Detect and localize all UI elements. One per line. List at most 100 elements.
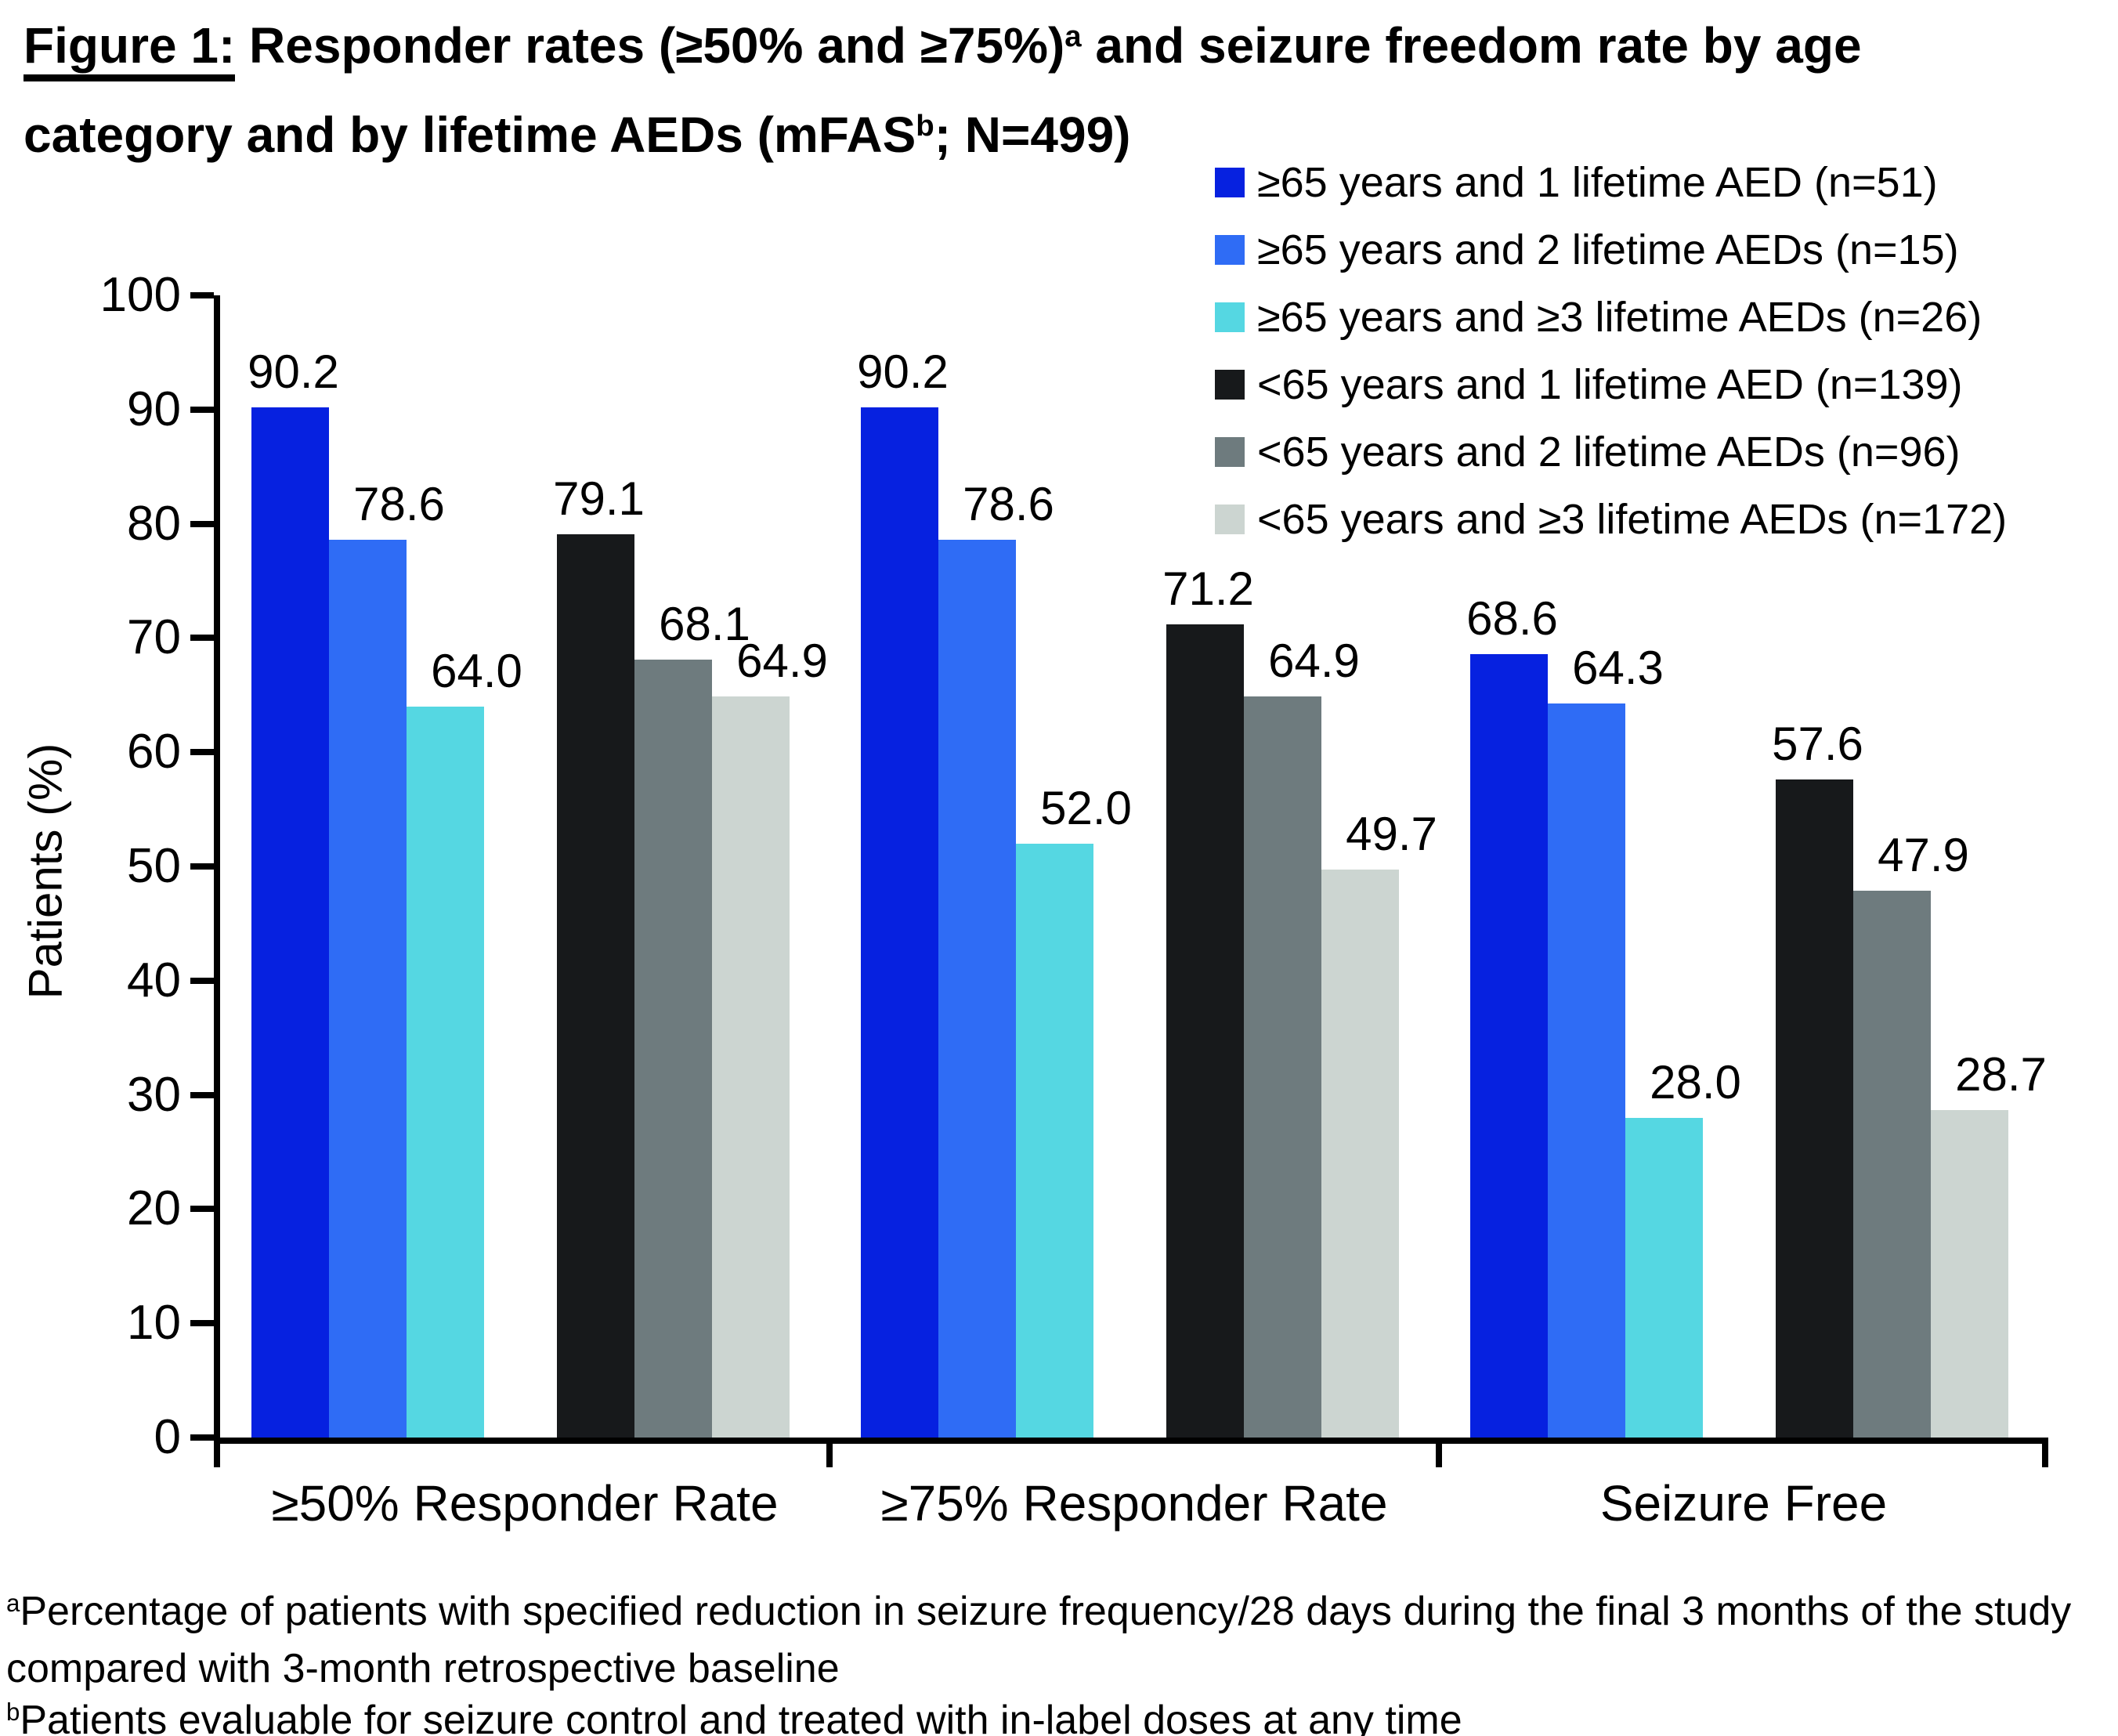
bar [1016, 843, 1093, 1438]
y-axis-tick-label: 100 [99, 268, 181, 322]
y-axis-tick-label: 70 [127, 610, 181, 665]
bar [251, 407, 329, 1438]
x-axis-tick [1436, 1444, 1442, 1467]
title-text: category and by lifetime AEDs (mFAS [23, 107, 916, 163]
bar [712, 696, 790, 1438]
y-axis-tick-label: 60 [127, 725, 181, 779]
legend-label: ≥65 years and 2 lifetime AEDs (n=15) [1257, 226, 1959, 273]
title-text: and seizure freedom rate by age [1081, 17, 1862, 74]
bar-value-label: 64.9 [736, 634, 828, 687]
y-axis-tick-label: 90 [127, 382, 181, 436]
bar-value-label: 28.0 [1650, 1055, 1741, 1109]
bar-value-label: 64.0 [431, 644, 522, 697]
x-axis-category-label: ≥50% Responder Rate [271, 1475, 779, 1532]
footnote-text: Percentage of patients with specified re… [6, 1589, 2072, 1691]
x-axis-category-label: Seizure Free [1599, 1475, 1888, 1532]
bar-value-label: 47.9 [1878, 828, 1969, 881]
legend-label: ≥65 years and 1 lifetime AED (n=51) [1257, 159, 1938, 206]
bar-value-label: 90.2 [857, 345, 949, 398]
y-axis-tick [190, 749, 214, 756]
bar [634, 660, 712, 1438]
legend-label: <65 years and 1 lifetime AED (n=139) [1257, 361, 1963, 408]
bar-value-label: 79.1 [553, 472, 645, 525]
bar-value-label: 64.3 [1572, 641, 1664, 694]
bar-value-label: 57.6 [1772, 718, 1863, 771]
figure-title-line: category and by lifetime AEDs (mFASb; N=… [23, 94, 1862, 183]
bar [407, 706, 484, 1438]
x-axis-tick [2042, 1444, 2048, 1467]
y-axis-tick [190, 406, 214, 413]
y-axis-tick-label: 20 [127, 1181, 181, 1236]
y-axis-tick-label: 40 [127, 953, 181, 1007]
bar [938, 540, 1016, 1438]
y-axis-tick [190, 1320, 214, 1327]
bar [1625, 1117, 1703, 1438]
legend-swatch-icon [1215, 370, 1245, 400]
footnote-line: bPatients evaluable for seizure control … [6, 1694, 2113, 1736]
legend-swatch-icon [1215, 168, 1245, 197]
bar-value-label: 68.6 [1466, 591, 1558, 645]
legend-swatch-icon [1215, 302, 1245, 332]
bar [557, 533, 634, 1438]
footnote-line: aPercentage of patients with specified r… [6, 1586, 2113, 1694]
y-axis-tick [190, 520, 214, 527]
title-superscript: a [1064, 19, 1082, 53]
legend-label: ≥65 years and ≥3 lifetime AEDs (n=26) [1257, 294, 1982, 341]
bar [329, 540, 407, 1438]
bar-value-label: 78.6 [963, 478, 1054, 531]
legend-swatch-icon [1215, 505, 1245, 534]
bar [861, 407, 938, 1438]
y-axis-tick-label: 80 [127, 496, 181, 551]
y-axis-tick [190, 977, 214, 984]
y-axis-tick [190, 292, 214, 298]
legend-item: ≥65 years and ≥3 lifetime AEDs (n=26) [1215, 284, 2007, 351]
legend-swatch-icon [1215, 437, 1245, 467]
y-axis-tick [190, 1091, 214, 1098]
x-axis-tick [214, 1444, 220, 1467]
title-text: Responder rates (≥50% and ≥75%) [235, 17, 1065, 74]
legend-label: <65 years and ≥3 lifetime AEDs (n=172) [1257, 496, 2008, 543]
bar [1776, 779, 1853, 1438]
y-axis-tick [190, 863, 214, 870]
legend-item: ≥65 years and 1 lifetime AED (n=51) [1215, 149, 2007, 216]
y-axis-tick [190, 635, 214, 642]
figure-label: Figure 1: [23, 17, 236, 81]
y-axis-tick [190, 1434, 214, 1441]
bar-value-label: 49.7 [1346, 808, 1437, 861]
title-superscript: b [916, 108, 934, 143]
y-axis-tick-label: 30 [127, 1067, 181, 1122]
legend-label: <65 years and 2 lifetime AEDs (n=96) [1257, 429, 1961, 476]
x-axis-tick [826, 1444, 833, 1467]
y-axis-tick-label: 0 [154, 1410, 181, 1464]
plot-area: 0 10 20 30 40 50 60 70 80 90 100 90.2 90.2 68.6 78.6 78… [100, 271, 2048, 1532]
bar-value-label: 28.7 [1955, 1047, 2047, 1101]
bar-value-label: 90.2 [248, 345, 339, 398]
bar [1548, 703, 1625, 1438]
legend-item: <65 years and 2 lifetime AEDs (n=96) [1215, 418, 2007, 486]
legend-item: <65 years and ≥3 lifetime AEDs (n=172) [1215, 486, 2007, 553]
bar [1853, 890, 1931, 1438]
bar [1244, 696, 1321, 1438]
footnote-superscript: a [6, 1589, 20, 1617]
bar [1166, 624, 1244, 1438]
bar [1470, 653, 1548, 1438]
bar-value-label: 64.9 [1268, 634, 1360, 687]
chart-legend: ≥65 years and 1 lifetime AED (n=51) ≥65 y… [1215, 149, 2007, 553]
x-axis-category-label: ≥75% Responder Rate [880, 1475, 1388, 1532]
bar [1931, 1109, 2008, 1438]
y-axis-tick [190, 1206, 214, 1213]
legend-swatch-icon [1215, 235, 1245, 265]
footnote-text: Patients evaluable for seizure control a… [20, 1698, 1462, 1736]
y-axis-tick-label: 10 [127, 1296, 181, 1351]
legend-item: ≥65 years and 2 lifetime AEDs (n=15) [1215, 216, 2007, 284]
legend-item: <65 years and 1 lifetime AED (n=139) [1215, 351, 2007, 418]
footnotes: aPercentage of patients with specified r… [6, 1586, 2113, 1736]
footnote-superscript: b [6, 1698, 20, 1726]
bar-value-label: 71.2 [1162, 562, 1254, 615]
title-text: ; N=499) [934, 107, 1131, 163]
figure-title: Figure 1: Responder rates (≥50% and ≥75%… [23, 5, 1862, 183]
y-axis-tick-label: 50 [127, 839, 181, 893]
bar-value-label: 68.1 [659, 598, 750, 651]
bar [1321, 870, 1399, 1438]
